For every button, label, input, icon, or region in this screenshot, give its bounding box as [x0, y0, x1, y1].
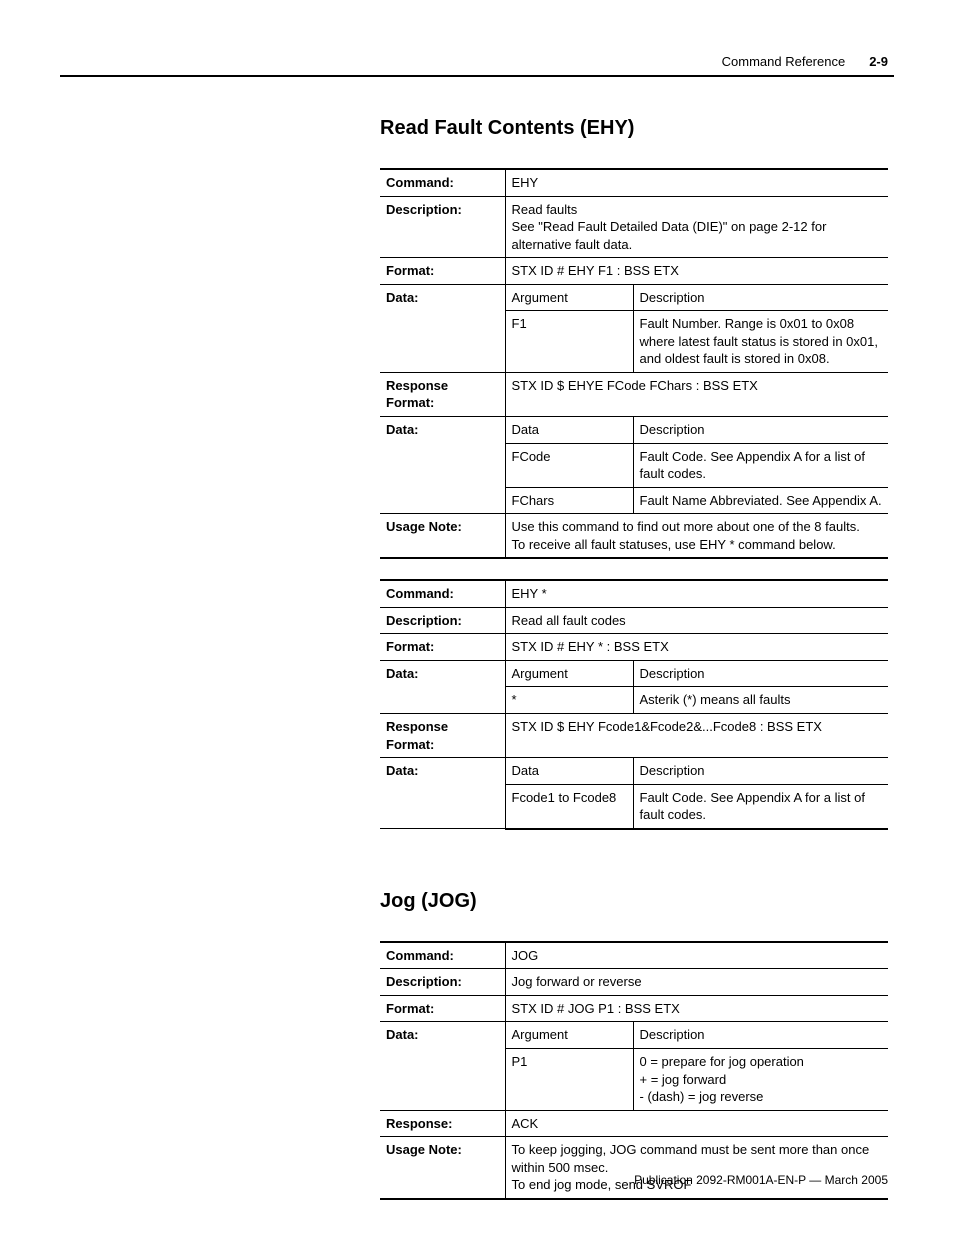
cell-value: FCode: [505, 443, 633, 487]
cell-value: Fault Name Abbreviated. See Appendix A.: [633, 487, 888, 514]
cell-value: Jog forward or reverse: [505, 969, 888, 996]
content-area: Read Fault Contents (EHY) Command: EHY D…: [60, 117, 894, 1200]
cell-value: STX ID # EHY * : BSS ETX: [505, 634, 888, 661]
cell-label: Format:: [380, 258, 505, 285]
cell-value: ACK: [505, 1110, 888, 1137]
table-row: Usage Note: To keep jogging, JOG command…: [380, 1137, 888, 1199]
table-row: Command: EHY: [380, 169, 888, 196]
text: See "Read Fault Detailed Data (DIE)" on …: [512, 219, 827, 252]
table-row: Description: Read all fault codes: [380, 607, 888, 634]
section-title-jog: Jog (JOG): [380, 890, 888, 913]
cell-label: Response:: [380, 1110, 505, 1137]
table-row: Data: Argument Description: [380, 284, 888, 311]
cell-label: Data:: [380, 417, 505, 514]
cell-value: Fault Code. See Appendix A for a list of…: [633, 443, 888, 487]
cell-label: Format:: [380, 995, 505, 1022]
cell-header: Argument: [505, 660, 633, 687]
page-footer: Publication 2092-RM001A-EN-P — March 200…: [634, 1173, 888, 1187]
cell-value: JOG: [505, 942, 888, 969]
cell-label: Data:: [380, 284, 505, 372]
cell-label: Description:: [380, 607, 505, 634]
text: - (dash) = jog reverse: [640, 1089, 764, 1104]
cell-value: EHY *: [505, 580, 888, 607]
table-row: Response Format: STX ID $ EHYE FCode FCh…: [380, 372, 888, 416]
table-row: Data: Data Description: [380, 417, 888, 444]
table-row: Description: Jog forward or reverse: [380, 969, 888, 996]
cell-header: Description: [633, 660, 888, 687]
cell-value: Fcode1 to Fcode8: [505, 784, 633, 829]
cell-header: Data: [505, 758, 633, 785]
table-row: Data: Argument Description: [380, 1022, 888, 1049]
text: Use this command to find out more about …: [512, 519, 860, 534]
table-ehy-star: Command: EHY * Description: Read all fau…: [380, 579, 888, 829]
table-row: Format: STX ID # JOG P1 : BSS ETX: [380, 995, 888, 1022]
cell-value: STX ID # JOG P1 : BSS ETX: [505, 995, 888, 1022]
cell-value: F1: [505, 311, 633, 373]
cell-label: Description:: [380, 196, 505, 258]
cell-label: Description:: [380, 969, 505, 996]
table-row: Usage Note: Use this command to find out…: [380, 514, 888, 559]
table-row: Response: ACK: [380, 1110, 888, 1137]
cell-value: Read faults See "Read Fault Detailed Dat…: [505, 196, 888, 258]
table-row: Command: JOG: [380, 942, 888, 969]
table-row: Format: STX ID # EHY * : BSS ETX: [380, 634, 888, 661]
page: Command Reference 2-9 Read Fault Content…: [0, 0, 954, 1235]
cell-header: Description: [633, 1022, 888, 1049]
cell-value: P1: [505, 1048, 633, 1110]
cell-label: Format:: [380, 634, 505, 661]
cell-value: EHY: [505, 169, 888, 196]
text: To receive all fault statuses, use EHY *…: [512, 537, 836, 552]
cell-label: Command:: [380, 169, 505, 196]
cell-header: Description: [633, 417, 888, 444]
cell-value: FChars: [505, 487, 633, 514]
text: To keep jogging, JOG command must be sen…: [512, 1142, 870, 1175]
table-row: Data: Argument Description: [380, 660, 888, 687]
cell-value: Use this command to find out more about …: [505, 514, 888, 559]
text: 0 = prepare for jog operation: [640, 1054, 804, 1069]
table-row: Command: EHY *: [380, 580, 888, 607]
cell-value: Fault Code. See Appendix A for a list of…: [633, 784, 888, 829]
cell-label: Command:: [380, 580, 505, 607]
cell-value: Read all fault codes: [505, 607, 888, 634]
page-header: Command Reference 2-9: [60, 0, 894, 69]
cell-label: Data:: [380, 1022, 505, 1110]
cell-label: Data:: [380, 660, 505, 713]
cell-value: STX ID $ EHYE FCode FChars : BSS ETX: [505, 372, 888, 416]
cell-value: Asterik (*) means all faults: [633, 687, 888, 714]
cell-value: Fault Number. Range is 0x01 to 0x08 wher…: [633, 311, 888, 373]
cell-value: *: [505, 687, 633, 714]
table-ehy: Command: EHY Description: Read faults Se…: [380, 168, 888, 559]
header-section: Command Reference: [722, 54, 846, 69]
cell-value: STX ID # EHY F1 : BSS ETX: [505, 258, 888, 285]
cell-header: Argument: [505, 284, 633, 311]
cell-header: Description: [633, 758, 888, 785]
text: Read faults: [512, 202, 578, 217]
header-rule: [60, 75, 894, 77]
cell-value: To keep jogging, JOG command must be sen…: [505, 1137, 888, 1199]
cell-header: Argument: [505, 1022, 633, 1049]
cell-header: Data: [505, 417, 633, 444]
table-row: Data: Data Description: [380, 758, 888, 785]
cell-value: STX ID $ EHY Fcode1&Fcode2&...Fcode8 : B…: [505, 714, 888, 758]
cell-label: Command:: [380, 942, 505, 969]
table-row: Description: Read faults See "Read Fault…: [380, 196, 888, 258]
cell-label: Response Format:: [380, 372, 505, 416]
cell-label: Usage Note:: [380, 1137, 505, 1199]
section-title-ehy: Read Fault Contents (EHY): [380, 117, 888, 140]
header-page-number: 2-9: [869, 54, 888, 69]
cell-label: Usage Note:: [380, 514, 505, 559]
cell-label: Response Format:: [380, 714, 505, 758]
text: + = jog forward: [640, 1072, 727, 1087]
table-row: Response Format: STX ID $ EHY Fcode1&Fco…: [380, 714, 888, 758]
cell-header: Description: [633, 284, 888, 311]
table-jog: Command: JOG Description: Jog forward or…: [380, 941, 888, 1200]
table-row: Format: STX ID # EHY F1 : BSS ETX: [380, 258, 888, 285]
cell-value: 0 = prepare for jog operation + = jog fo…: [633, 1048, 888, 1110]
cell-label: Data:: [380, 758, 505, 829]
